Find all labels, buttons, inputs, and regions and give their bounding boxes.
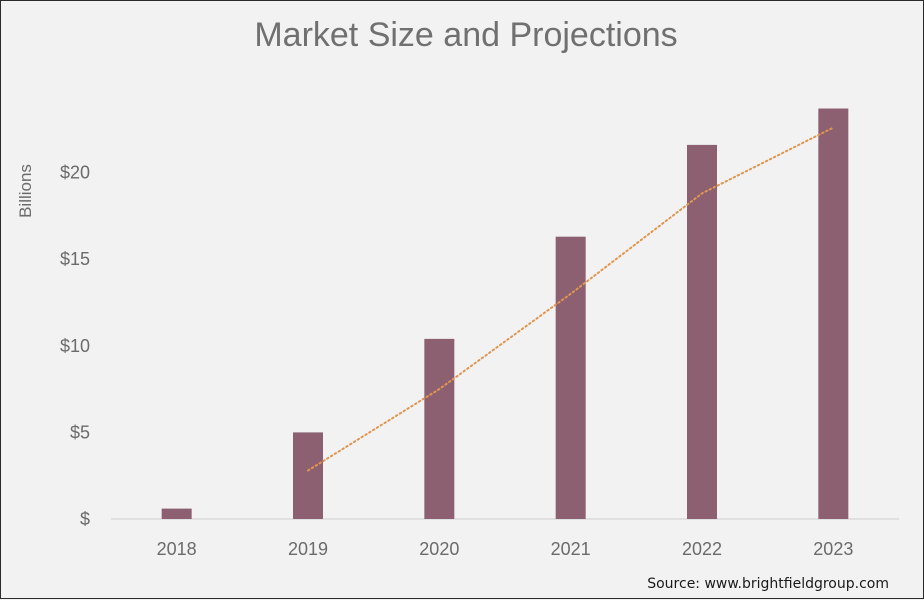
x-tick-label: 2021 [551,539,591,559]
source-note: Source: www.brightfieldgroup.com [647,576,889,592]
y-tick-label: $5 [70,422,90,442]
x-tick-label: 2019 [288,539,328,559]
chart-title: Market Size and Projections [254,16,677,54]
y-tick-label: $10 [60,336,90,356]
trend-line [307,126,835,472]
x-axis-ticks: 2018 2019 2020 2021 2022 2023 [157,539,854,559]
y-axis-ticks: $ $5 $10 $15 $20 [60,163,90,529]
x-tick-label: 2023 [813,539,853,559]
bar-2019 [293,432,323,519]
x-tick-label: 2018 [157,539,197,559]
y-tick-label: $20 [60,163,90,183]
bar-2021 [555,236,586,519]
y-tick-label: $ [80,509,90,529]
bar-2022 [687,144,717,519]
bars [161,108,849,520]
bar-2023 [818,108,849,520]
bar-2020 [424,338,455,519]
y-tick-label: $15 [60,249,90,269]
bar-2018 [161,508,192,519]
x-tick-label: 2020 [419,539,459,559]
x-tick-label: 2022 [682,539,722,559]
y-axis-label: Billions [16,164,35,218]
